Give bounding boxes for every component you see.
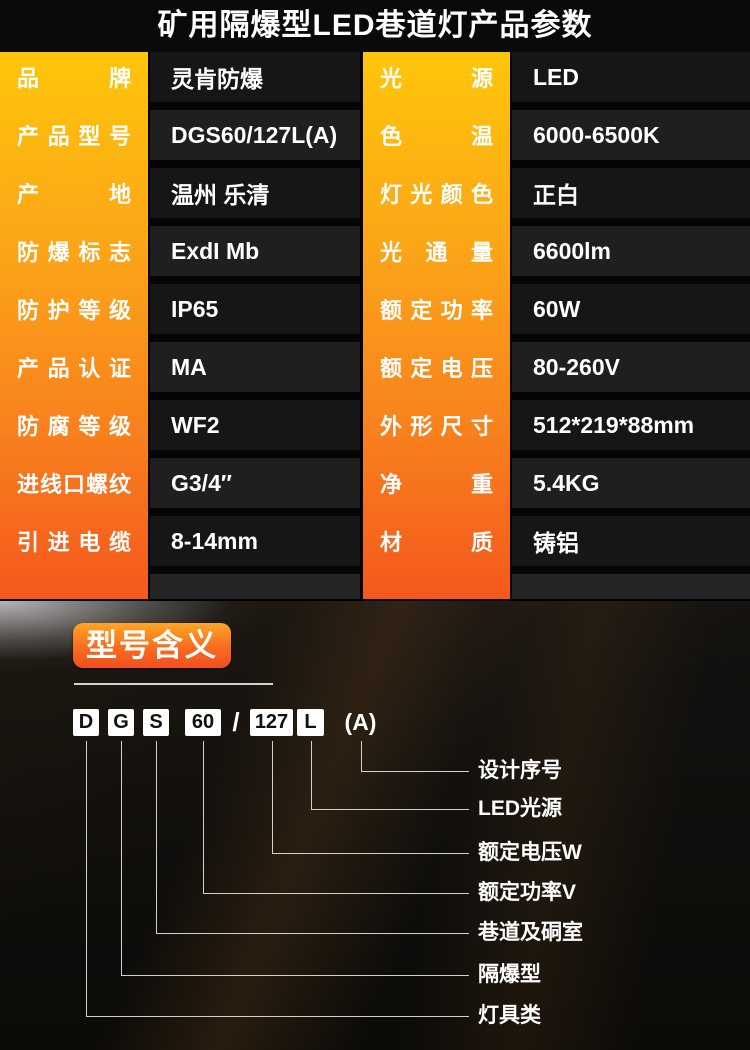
spec-label-text: 防爆标志	[17, 240, 131, 265]
spec-label-cell: 额定电压	[363, 342, 510, 392]
title-bar: 矿用隔爆型LED巷道灯产品参数	[0, 0, 750, 52]
model-segment-box: 60	[185, 709, 221, 736]
spec-label-cell: 外形尺寸	[363, 400, 510, 450]
spec-table-left-half: 品牌 产品型号 产地 防爆标志 防护等级 产品认证 防腐等级 进线口螺纹 引进电…	[0, 52, 360, 599]
spec-value-cell: DGS60/127L(A)	[150, 110, 360, 160]
spec-label-cell: 产品认证	[0, 342, 148, 392]
spec-label-cell: 产地	[0, 168, 148, 218]
spec-label-text: 防腐等级	[17, 414, 131, 439]
spec-value-cell: 6000-6500K	[512, 110, 750, 160]
legend-label: 巷道及硐室	[478, 921, 583, 944]
model-segment-suffix: (A)	[344, 709, 377, 735]
spec-label-cell: 产品型号	[0, 110, 148, 160]
spec-value-column: LED 6000-6500K 正白 6600lm 60W 80-260V 512…	[512, 52, 750, 599]
spec-value-cell: 温州 乐清	[150, 168, 360, 218]
model-meaning-badge: 型号含义	[73, 623, 231, 668]
spec-label-text: 材质	[380, 530, 493, 555]
spec-label-text: 进线口螺纹	[17, 472, 131, 497]
spec-label-column: 光源 色温 灯光颜色 光通量 额定功率 额定电压 外形尺寸 净重 材质	[363, 52, 510, 599]
spec-label-text: 净重	[380, 472, 493, 497]
legend-label: 隔爆型	[478, 963, 541, 986]
model-number-row: D G S 60 / 127 L (A)	[0, 707, 750, 737]
spec-label-text: 色温	[380, 124, 493, 149]
model-meaning-section: 型号含义 D G S 60 / 127 L (A) 设计序号 LED光源 额定电…	[0, 599, 750, 1050]
legend-connector-line	[86, 741, 469, 1017]
model-segment-separator: /	[232, 707, 240, 737]
spec-label-cell: 进线口螺纹	[0, 458, 148, 508]
spec-label-text: 防护等级	[17, 298, 131, 323]
spec-label-cell: 品牌	[0, 52, 148, 102]
spec-value-cell: 60W	[512, 284, 750, 334]
spec-label-cell: 光通量	[363, 226, 510, 276]
spec-value-cell: 6600lm	[512, 226, 750, 276]
legend-connector-line	[311, 741, 469, 810]
spec-label-cell: 色温	[363, 110, 510, 160]
spec-value-cell: 8-14mm	[150, 516, 360, 566]
model-segment-box: G	[108, 709, 134, 736]
spec-label-cell: 额定功率	[363, 284, 510, 334]
spec-label-text: 产品认证	[17, 356, 131, 381]
spec-value-cell: 80-260V	[512, 342, 750, 392]
spec-value-cell: 正白	[512, 168, 750, 218]
legend-label: 额定功率V	[478, 881, 577, 904]
spec-value-filler	[512, 574, 750, 599]
legend-label: 灯具类	[478, 1004, 541, 1027]
spec-value-cell: 512*219*88mm	[512, 400, 750, 450]
spec-value-cell: WF2	[150, 400, 360, 450]
legend-connector-line	[272, 741, 469, 854]
spec-label-text: 灯光颜色	[380, 182, 493, 207]
legend-label: 设计序号	[478, 759, 562, 782]
spec-label-text: 产地	[17, 182, 131, 207]
spec-value-cell: 灵肯防爆	[150, 52, 360, 102]
spec-label-cell: 净重	[363, 458, 510, 508]
spec-value-cell: ExdI Mb	[150, 226, 360, 276]
spec-label-text: 额定功率	[380, 298, 493, 323]
spec-label-column: 品牌 产品型号 产地 防爆标志 防护等级 产品认证 防腐等级 进线口螺纹 引进电…	[0, 52, 148, 599]
spec-value-column: 灵肯防爆 DGS60/127L(A) 温州 乐清 ExdI Mb IP65 MA…	[150, 52, 360, 599]
spec-label-text: 光源	[380, 66, 493, 91]
spec-value-cell: G3/4″	[150, 458, 360, 508]
spec-value-cell: 铸铝	[512, 516, 750, 566]
spec-label-text: 产品型号	[17, 124, 131, 149]
legend-connector-line	[203, 741, 469, 894]
legend-connector-line	[121, 741, 469, 976]
spec-label-cell: 光源	[363, 52, 510, 102]
legend-connector-line	[361, 741, 469, 772]
spec-label-text: 引进电缆	[17, 530, 131, 555]
spec-label-text: 光通量	[380, 240, 493, 265]
heading-underline	[74, 683, 273, 685]
spec-label-cell: 灯光颜色	[363, 168, 510, 218]
page-title: 矿用隔爆型LED巷道灯产品参数	[157, 9, 593, 42]
spec-label-text: 额定电压	[380, 356, 493, 381]
spec-label-cell: 防爆标志	[0, 226, 148, 276]
spec-value-cell: IP65	[150, 284, 360, 334]
spec-label-cell: 材质	[363, 516, 510, 566]
model-segment-box: S	[143, 709, 169, 736]
legend-label: LED光源	[478, 797, 562, 820]
model-segment-box: 127	[250, 709, 293, 736]
spec-table-right-half: 光源 色温 灯光颜色 光通量 额定功率 额定电压 外形尺寸 净重 材质 LED …	[363, 52, 750, 599]
legend-connector-line	[156, 741, 469, 934]
spec-label-cell: 防护等级	[0, 284, 148, 334]
spec-label-text: 品牌	[17, 66, 131, 91]
spec-label-text: 外形尺寸	[380, 414, 493, 439]
spec-label-cell: 引进电缆	[0, 516, 148, 566]
spec-value-cell: 5.4KG	[512, 458, 750, 508]
model-meaning-heading: 型号含义	[86, 628, 218, 663]
spec-label-cell: 防腐等级	[0, 400, 148, 450]
spec-table: 品牌 产品型号 产地 防爆标志 防护等级 产品认证 防腐等级 进线口螺纹 引进电…	[0, 52, 750, 599]
legend-label: 额定电压W	[478, 841, 582, 864]
model-segment-box: D	[73, 709, 99, 736]
spec-value-cell: MA	[150, 342, 360, 392]
spec-value-cell: LED	[512, 52, 750, 102]
model-segment-box: L	[297, 709, 324, 736]
spec-value-filler	[150, 574, 360, 599]
